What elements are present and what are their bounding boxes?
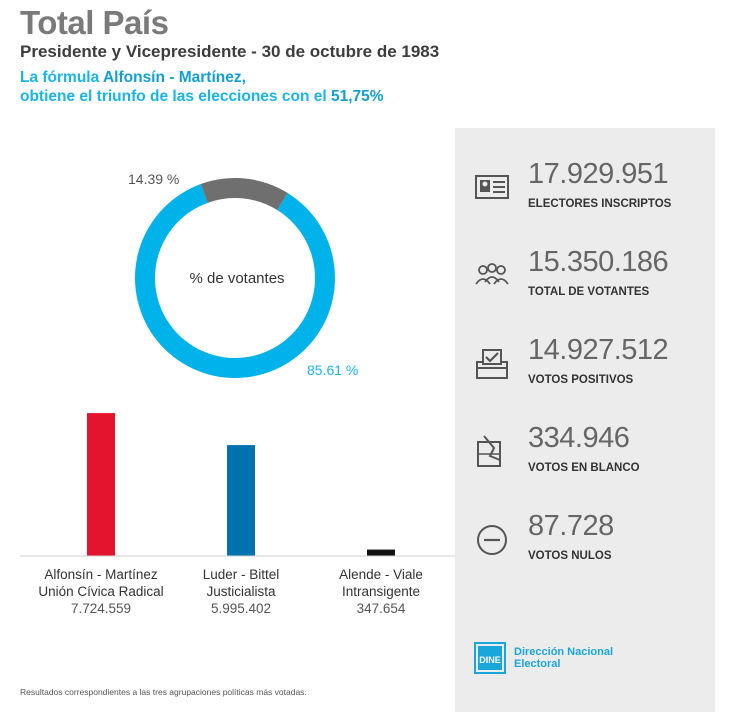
- footnote: Resultados correspondientes a las tres a…: [20, 687, 307, 697]
- bar-label-pj: Luder - Bittel Justicialista 5.995.402: [161, 566, 321, 617]
- bar-pj: [227, 445, 255, 556]
- bar-value-label: 5.995.402: [210, 601, 272, 616]
- dine-line2: Electoral: [514, 658, 561, 670]
- turnout-donut-chart: [134, 177, 335, 378]
- headline-line2: obtiene el triunfo de las elecciones con…: [20, 88, 331, 105]
- stat-value: 334.946: [528, 422, 630, 454]
- bar-party: Unión Cívica Radical: [38, 584, 164, 599]
- votes-bar-chart: [20, 413, 455, 557]
- stat-positivos: 14.927.512 VOTOS POSITIVOS: [455, 334, 715, 404]
- stat-label: ELECTORES INSCRIPTOS: [528, 198, 672, 210]
- bar-label-ucr: Alfonsín - Martínez Unión Cívica Radical…: [21, 566, 181, 617]
- stat-label: VOTOS POSITIVOS: [528, 374, 634, 386]
- dine-logo: DINE: [474, 642, 506, 674]
- bar-formula: Luder - Bittel: [202, 567, 280, 582]
- dine-name: Dirección Nacional Electoral: [514, 646, 613, 670]
- dine-line1: Dirección Nacional: [514, 646, 614, 658]
- ballot-box-icon: [476, 349, 508, 379]
- stat-votantes: 15.350.186 TOTAL DE VOTANTES: [455, 246, 715, 316]
- stat-value: 14.927.512: [528, 334, 669, 366]
- blank-vote-icon: [477, 435, 501, 467]
- donut-label-turnout: 85.61 %: [307, 362, 359, 378]
- dine-logo-mark: DINE: [479, 655, 501, 665]
- minus-circle-icon: [477, 525, 507, 555]
- stat-value: 17.929.951: [528, 158, 669, 190]
- stat-label: TOTAL DE VOTANTES: [528, 286, 650, 298]
- bar-pi: [367, 549, 395, 556]
- stats-panel: 17.929.951 ELECTORES INSCRIPTOS 15.350.1…: [455, 128, 715, 712]
- headline-names: Alfonsín - Martínez,: [102, 69, 246, 86]
- bar-formula: Alende - Viale: [339, 567, 423, 582]
- id-card-icon: [475, 175, 509, 199]
- donut-center-label: % de votantes: [189, 270, 285, 287]
- people-icon: [475, 263, 509, 285]
- headline-prefix: La fórmula: [20, 69, 103, 86]
- bar-formula: Alfonsín - Martínez: [44, 567, 158, 582]
- headline-pct: 51,75%: [330, 88, 384, 105]
- bar-party: Intransigente: [341, 584, 421, 599]
- stat-value: 15.350.186: [528, 246, 669, 278]
- page-subtitle: Presidente y Vicepresidente - 30 de octu…: [20, 42, 440, 61]
- bar-party: Justicialista: [206, 584, 276, 599]
- page-title: Total País: [20, 4, 169, 41]
- stat-blanco: 334.946 VOTOS EN BLANCO: [455, 422, 715, 492]
- bar-value-label: 7.724.559: [70, 601, 132, 616]
- stat-label: VOTOS EN BLANCO: [528, 462, 640, 474]
- stat-value: 87.728: [528, 510, 614, 542]
- stat-electores: 17.929.951 ELECTORES INSCRIPTOS: [455, 158, 715, 228]
- bar-label-pi: Alende - Viale Intransigente 347.654: [301, 566, 461, 617]
- bar-ucr: [87, 413, 115, 556]
- donut-slice-abstention: [200, 177, 288, 211]
- stat-label: VOTOS NULOS: [528, 550, 612, 562]
- stat-nulos: 87.728 VOTOS NULOS: [455, 510, 715, 580]
- bar-value-label: 347.654: [356, 601, 406, 616]
- headline: La fórmula Alfonsín - Martínez, obtiene …: [20, 68, 384, 106]
- donut-label-abstention: 14.39 %: [128, 171, 180, 187]
